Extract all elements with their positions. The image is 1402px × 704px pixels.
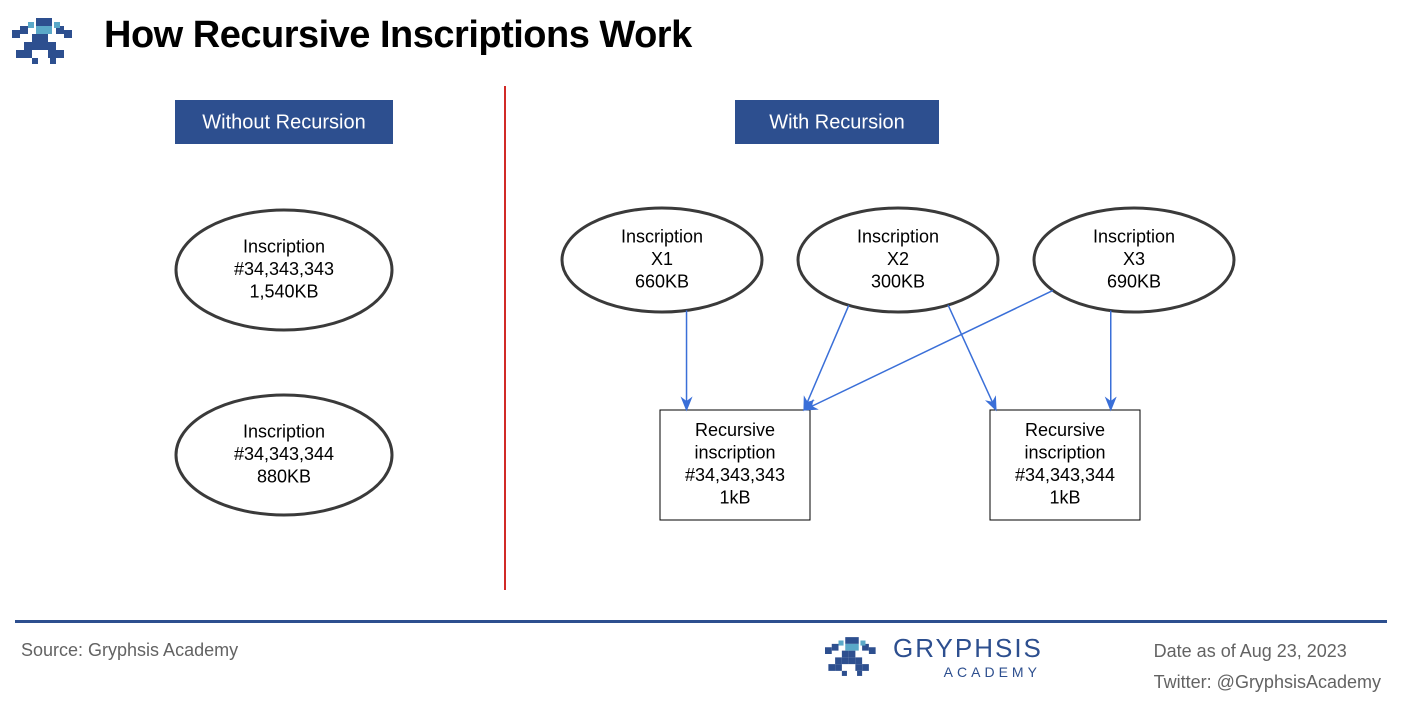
brand-sub: ACADEMY: [944, 665, 1043, 679]
node-text-line: #34,343,343: [685, 465, 785, 485]
slide: How Recursive Inscriptions Work Without …: [0, 0, 1402, 704]
node-text-line: 1kB: [719, 488, 750, 508]
node-text-line: #34,343,343: [234, 259, 334, 279]
node-text-line: X1: [651, 249, 673, 269]
node-text-line: 880KB: [257, 466, 311, 486]
gryphsis-logo-icon: [825, 630, 879, 683]
source-text: Source: Gryphsis Academy: [21, 640, 238, 661]
node-text-line: Recursive: [695, 420, 775, 440]
node-text-line: inscription: [694, 443, 775, 463]
node-text-line: Inscription: [857, 226, 939, 246]
footer: Source: Gryphsis Academy: [15, 630, 1387, 690]
node-text-line: Inscription: [621, 226, 703, 246]
node-text-line: inscription: [1024, 443, 1105, 463]
node-text-line: #34,343,344: [234, 444, 334, 464]
node-text-line: Inscription: [243, 236, 325, 256]
node-text-line: 660KB: [635, 271, 689, 291]
footer-twitter: Twitter: @GryphsisAcademy: [1154, 667, 1381, 698]
footer-rule: [15, 620, 1387, 623]
brand-name: GRYPHSIS: [893, 635, 1043, 661]
page-title: How Recursive Inscriptions Work: [104, 14, 692, 57]
panel-left-header-label: Without Recursion: [202, 111, 365, 133]
brand-block: GRYPHSIS ACADEMY: [825, 630, 1043, 683]
edge-X2-R1: [804, 305, 849, 410]
node-text-line: Recursive: [1025, 420, 1105, 440]
node-text-line: 1,540KB: [249, 281, 318, 301]
gryphsis-logo-icon: [12, 10, 76, 66]
node-text-line: X3: [1123, 249, 1145, 269]
node-text-line: 1kB: [1049, 488, 1080, 508]
node-text-line: 300KB: [871, 271, 925, 291]
footer-meta: Date as of Aug 23, 2023 Twitter: @Gryphs…: [1154, 636, 1381, 697]
brand-text: GRYPHSIS ACADEMY: [893, 635, 1043, 679]
node-text-line: Inscription: [243, 421, 325, 441]
node-text-line: #34,343,344: [1015, 465, 1115, 485]
node-text-line: Inscription: [1093, 226, 1175, 246]
diagram-canvas: Without Recursion With Recursion Inscripti…: [0, 70, 1402, 610]
node-text-line: 690KB: [1107, 271, 1161, 291]
panel-right-header-label: With Recursion: [769, 111, 905, 133]
node-text-line: X2: [887, 249, 909, 269]
footer-date: Date as of Aug 23, 2023: [1154, 636, 1381, 667]
